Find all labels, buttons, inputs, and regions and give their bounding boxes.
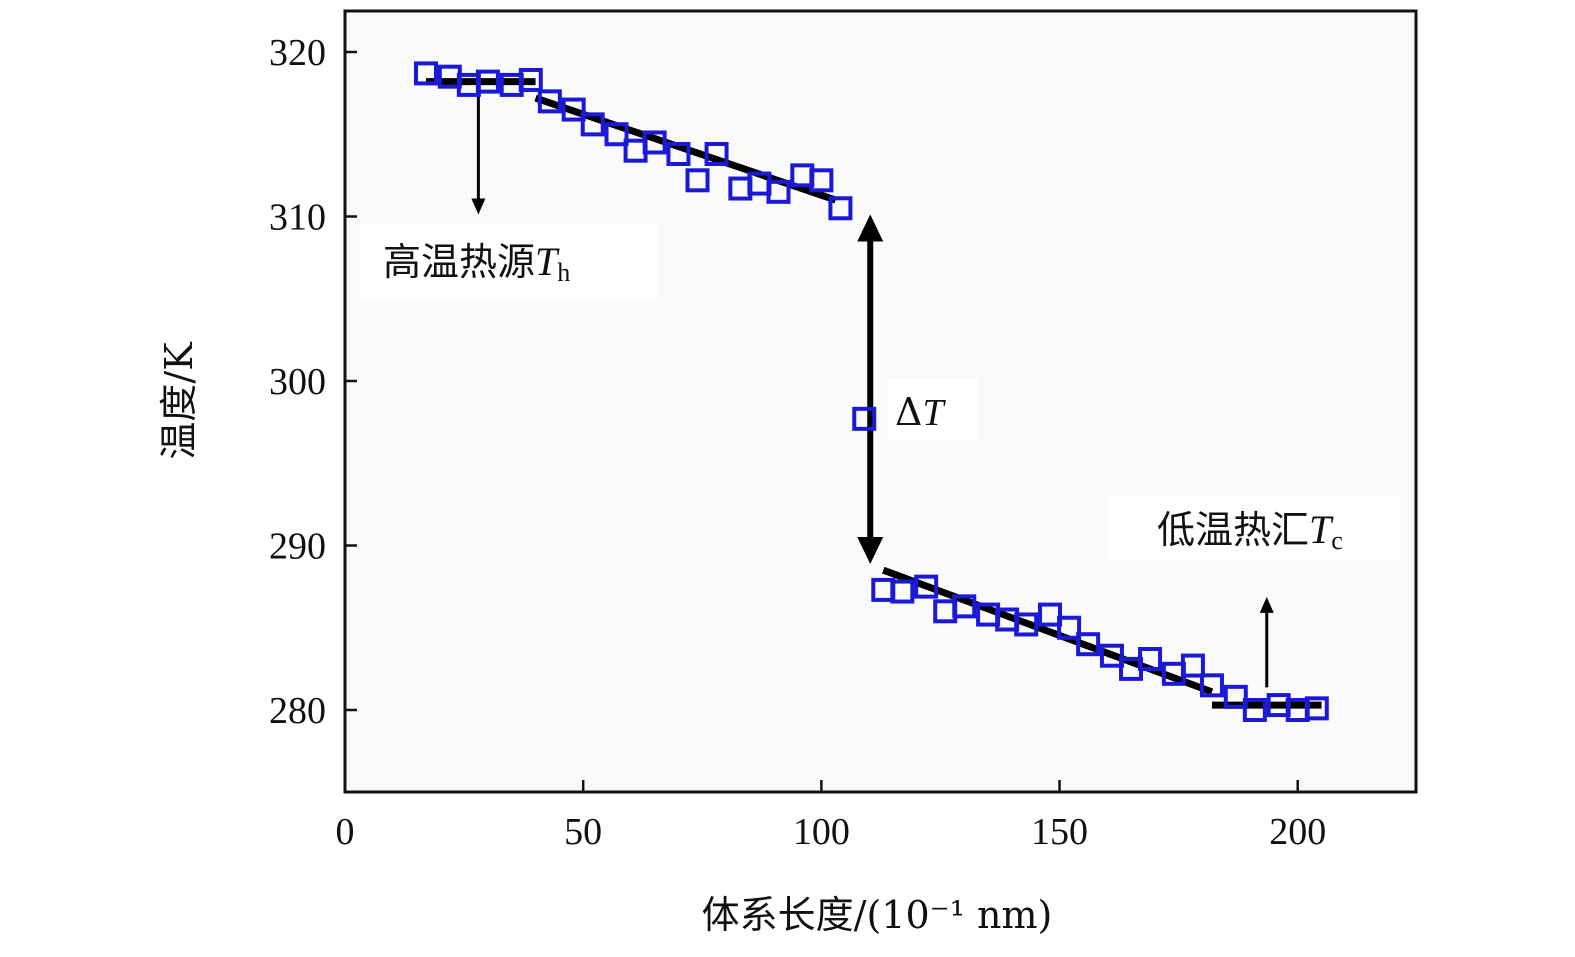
x-tick-label: 50 — [564, 811, 602, 853]
data-point — [1199, 673, 1224, 698]
hot-source-label: 高温热源Th — [383, 239, 570, 287]
data-point — [828, 196, 853, 221]
y-tick-label: 280 — [269, 690, 326, 732]
data-point — [914, 574, 939, 599]
data-point — [1038, 602, 1063, 627]
x-axis-title: 体系长度/(10⁻¹ nm) — [702, 893, 1053, 937]
y-tick-label: 310 — [269, 197, 326, 239]
delta-arrow-head-down — [857, 536, 884, 564]
data-point — [890, 579, 915, 604]
hot-label-bg — [360, 225, 658, 300]
data-point — [1242, 698, 1267, 722]
data-point — [1138, 647, 1163, 672]
delta-arrow-head-up — [857, 214, 884, 242]
cold-sink-prefix: 低温热汇 — [1157, 508, 1309, 552]
data-point — [1223, 684, 1248, 709]
data-point — [1014, 612, 1039, 637]
data-point — [537, 89, 562, 114]
x-tick-label: 0 — [336, 811, 355, 853]
delta-prefix: Δ — [895, 390, 922, 434]
x-tick-label: 150 — [1031, 811, 1088, 853]
plot-frame — [343, 9, 1418, 794]
arrows — [471, 81, 1274, 688]
data-point — [1099, 643, 1124, 668]
delta-t-label: ΔT — [895, 390, 946, 434]
data-point — [642, 130, 667, 155]
cold-sink-subscript: c — [1331, 526, 1343, 555]
cold-sink-label: 低温热汇Tc — [1157, 507, 1343, 555]
cold-label-bg — [1108, 495, 1400, 560]
hot-source-subscript: h — [557, 258, 570, 287]
data-point — [413, 61, 438, 86]
data-point — [604, 122, 629, 147]
ticks: 0 50 100 150 200 280 290 300 310 320 — [269, 32, 1326, 853]
data-point — [704, 141, 729, 166]
data-point — [475, 69, 500, 94]
data-point — [580, 112, 605, 137]
data-point — [1304, 696, 1329, 721]
data-point — [1180, 653, 1205, 678]
y-tick-label: 290 — [269, 526, 326, 568]
data-point — [518, 67, 543, 92]
y-axis-title: 温度/K — [157, 342, 201, 460]
y-tick-label: 300 — [269, 361, 326, 403]
data-point — [1076, 632, 1101, 657]
cold-arrow-head — [1259, 596, 1274, 613]
data-markers — [413, 61, 1329, 722]
data-point — [852, 406, 877, 431]
delta-label-bg — [888, 378, 978, 440]
y-tick-label: 320 — [269, 32, 326, 74]
data-point — [952, 594, 977, 619]
x-tick-label: 200 — [1269, 811, 1326, 853]
data-point — [666, 141, 691, 166]
delta-symbol: T — [922, 392, 946, 434]
data-point — [809, 168, 834, 193]
hot-source-prefix: 高温热源 — [383, 240, 535, 284]
hot-arrow-head — [471, 198, 486, 215]
data-point — [766, 179, 791, 204]
data-point — [1057, 615, 1082, 640]
cold-sink-symbol: T — [1309, 507, 1334, 552]
x-tick-label: 100 — [793, 811, 850, 853]
data-point — [685, 168, 710, 193]
hot-source-symbol: T — [535, 239, 560, 284]
data-point — [561, 97, 586, 122]
